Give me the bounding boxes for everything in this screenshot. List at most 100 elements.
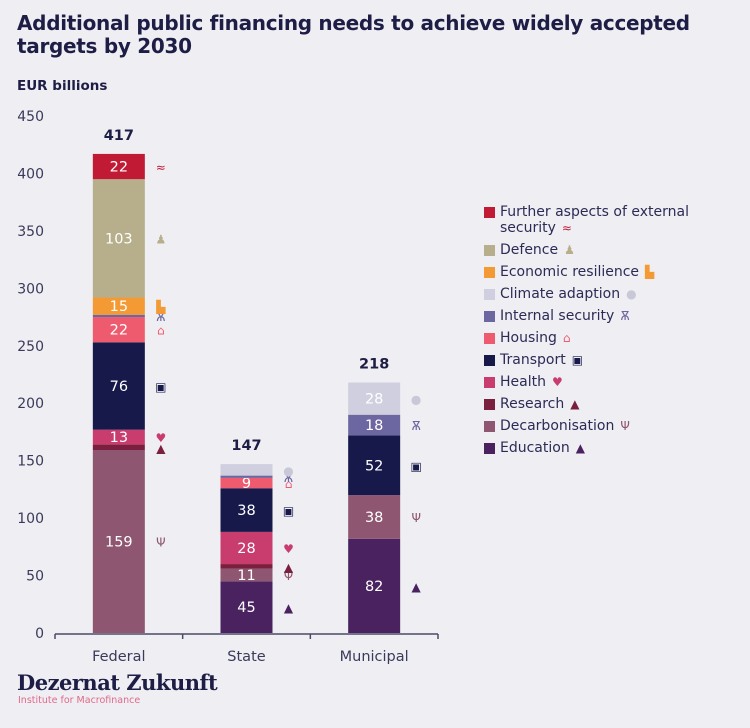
brand-logo: Dezernat Zukunft bbox=[17, 670, 218, 695]
total-label: 417 bbox=[104, 128, 134, 144]
tram-icon: ▣ bbox=[283, 504, 294, 518]
data-label: 22 bbox=[110, 160, 128, 176]
data-label: 82 bbox=[365, 579, 383, 595]
bar-segment-climate-adaption bbox=[220, 464, 273, 476]
bar-segment-transport bbox=[348, 435, 401, 496]
bar-segment-internal-security bbox=[220, 475, 273, 478]
legend-item: Decarbonisation Ψ bbox=[484, 418, 724, 434]
heart-pulse-icon: ♥ bbox=[283, 542, 294, 556]
bar-segment-defence bbox=[92, 179, 145, 298]
legend-label: Housing ⌂ bbox=[500, 330, 571, 346]
handshake-icon: ≈ bbox=[561, 221, 572, 235]
y-tick-label: 150 bbox=[17, 454, 44, 470]
legend-item: Internal security Ѫ bbox=[484, 308, 724, 324]
siren-icon: Ѫ bbox=[620, 309, 630, 323]
legend-swatch bbox=[484, 245, 495, 256]
soldier-icon: ♟ bbox=[564, 243, 575, 257]
data-label: 103 bbox=[105, 231, 133, 247]
bar-segment-transport bbox=[92, 342, 145, 430]
tram-icon: ▣ bbox=[410, 459, 421, 473]
data-label: 159 bbox=[105, 535, 133, 551]
legend-label: Education ▲ bbox=[500, 440, 585, 456]
tram-icon: ▣ bbox=[155, 380, 166, 394]
house-icon: ⌂ bbox=[285, 477, 293, 491]
y-tick-label: 300 bbox=[17, 281, 44, 297]
wind-turbine-icon: Ψ bbox=[620, 419, 630, 433]
y-tick-label: 100 bbox=[17, 511, 44, 527]
heart-pulse-icon: ♥ bbox=[551, 375, 563, 389]
bar-segment-education bbox=[220, 581, 273, 633]
legend-item: Climate adaption ● bbox=[484, 286, 724, 302]
flask-icon: ▲ bbox=[284, 560, 294, 574]
y-axis: 0 50 100 150 200 250 300 350 400 450 bbox=[17, 109, 44, 642]
data-label: 28 bbox=[237, 541, 255, 557]
house-icon: ⌂ bbox=[157, 324, 165, 338]
data-label: 22 bbox=[110, 323, 128, 339]
bar-segment-housing bbox=[92, 317, 145, 343]
y-tick-label: 0 bbox=[35, 626, 44, 642]
factory-icon: ▙ bbox=[155, 299, 166, 314]
wind-turbine-icon: Ψ bbox=[284, 569, 293, 583]
heart-pulse-icon: ♥ bbox=[155, 431, 166, 445]
data-label: 45 bbox=[237, 600, 255, 616]
total-label: 147 bbox=[231, 438, 261, 454]
legend-item: Transport ▣ bbox=[484, 352, 724, 368]
segment-icons: Ψ▲♥▣⌂Ѫ▙♟≈▲Ψ▲♥▣⌂Ѫ●▲Ψ▣Ѫ● bbox=[155, 161, 422, 616]
x-tick-label: State bbox=[227, 649, 265, 665]
legend-swatch bbox=[484, 207, 495, 218]
brand-subtitle: Institute for Macrofinance bbox=[18, 695, 141, 706]
data-label: 76 bbox=[110, 379, 128, 395]
flask-icon: ▲ bbox=[570, 397, 580, 411]
graduation-cap-icon: ▲ bbox=[575, 441, 585, 455]
x-tick-label: Municipal bbox=[340, 649, 409, 665]
x-axis: Federal State Municipal bbox=[54, 633, 439, 665]
data-label: 38 bbox=[365, 510, 383, 526]
legend-item: Housing ⌂ bbox=[484, 330, 724, 346]
legend-label: Economic resilience ▙ bbox=[500, 264, 655, 280]
y-tick-label: 400 bbox=[17, 166, 44, 182]
wind-turbine-icon: Ψ bbox=[156, 536, 165, 550]
legend-swatch bbox=[484, 333, 495, 344]
bar-segment-decarbonisation bbox=[348, 495, 401, 539]
legend-label: Health ♥ bbox=[500, 374, 563, 390]
tram-icon: ▣ bbox=[571, 353, 584, 367]
bars: 159 13 76 22 15 103 22 417 45 11 28 38 9 147 82 38 52 18 2… bbox=[92, 128, 401, 633]
data-label: 9 bbox=[242, 476, 251, 492]
legend-item: Health ♥ bbox=[484, 374, 724, 390]
legend-swatch bbox=[484, 267, 495, 278]
factory-icon: ▙ bbox=[645, 265, 655, 279]
bar-segment-decarbonisation bbox=[92, 450, 145, 633]
legend-swatch bbox=[484, 443, 495, 454]
soldier-icon: ♟ bbox=[155, 232, 166, 246]
data-label: 38 bbox=[237, 503, 255, 519]
legend-swatch bbox=[484, 399, 495, 410]
bar-segment-economic-resilience bbox=[92, 297, 145, 315]
bar-segment-education bbox=[348, 538, 401, 633]
flask-icon: ▲ bbox=[156, 441, 166, 455]
legend-label: Defence ♟ bbox=[500, 242, 575, 258]
wind-turbine-icon: Ψ bbox=[411, 511, 420, 525]
bar-segment-internal-security bbox=[92, 314, 145, 318]
legend-swatch bbox=[484, 355, 495, 366]
bar-segment-research bbox=[220, 564, 273, 569]
legend-swatch bbox=[484, 311, 495, 322]
y-tick-label: 200 bbox=[17, 396, 44, 412]
total-label: 218 bbox=[359, 357, 389, 373]
handshake-icon: ≈ bbox=[156, 161, 166, 175]
y-tick-label: 250 bbox=[17, 339, 44, 355]
tree-icon: ● bbox=[626, 287, 637, 301]
legend-item: Research ▲ bbox=[484, 396, 724, 412]
legend-label: Research ▲ bbox=[500, 396, 580, 412]
bar-segment-health bbox=[220, 531, 273, 565]
legend-swatch bbox=[484, 421, 495, 432]
legend-label: Climate adaption ● bbox=[500, 286, 637, 302]
tree-icon: ● bbox=[411, 393, 421, 407]
chart-title: Additional public financing needs to ach… bbox=[17, 11, 690, 58]
siren-icon: Ѫ bbox=[284, 471, 293, 485]
bar-segment-internal-security bbox=[348, 414, 401, 436]
legend-item: Further aspects of external security ≈ bbox=[484, 204, 724, 236]
house-icon: ⌂ bbox=[562, 331, 571, 345]
data-label: 15 bbox=[110, 299, 128, 315]
siren-icon: Ѫ bbox=[411, 419, 420, 433]
